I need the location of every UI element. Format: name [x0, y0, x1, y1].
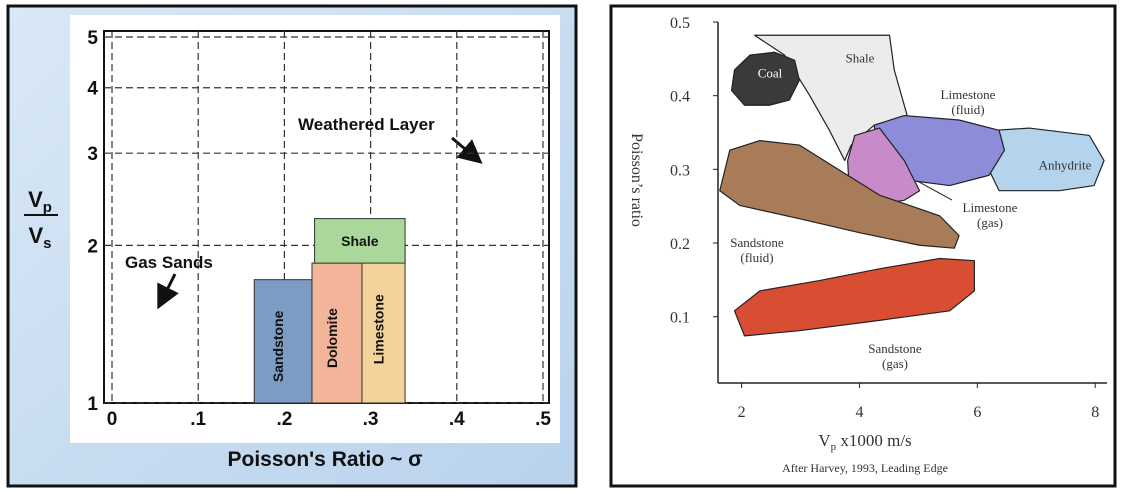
x-label-text: V	[818, 431, 831, 450]
region-label: Sandstone (fluid)	[717, 235, 797, 265]
x-tick-label: .5	[535, 409, 551, 430]
y-label-text: V	[28, 223, 43, 248]
x-tick-label: 8	[1091, 404, 1099, 421]
y-label-sub: p	[43, 199, 52, 216]
page: Poisson's Ratio ~ σ Vp Vs 0.1.2.3.4.5123…	[0, 0, 1123, 492]
region-label: Limestone (gas)	[950, 200, 1030, 230]
x-tick-label: 0	[107, 409, 118, 430]
x-tick-label: .1	[190, 409, 206, 430]
figure: Poisson's Ratio ~ σ Vp Vs 0.1.2.3.4.5123…	[0, 0, 1123, 492]
lithology-label: Limestone	[371, 294, 387, 364]
y-tick-label: 3	[87, 144, 98, 165]
annotation: Weathered Layer	[298, 115, 435, 134]
y-tick-label: 4	[87, 79, 98, 100]
right-panel: Poisson’s ratio Vp x1000 m/s After Harve…	[611, 6, 1115, 486]
region-label: Anhydrite	[1025, 158, 1105, 173]
caption: After Harvey, 1993, Leading Edge	[782, 461, 948, 475]
x-tick-label: .4	[449, 409, 465, 430]
lithology-label: Dolomite	[324, 308, 340, 368]
y-tick-label: 0.4	[670, 89, 690, 106]
y-axis-label: Poisson’s ratio	[628, 133, 645, 227]
y-tick-label: 0.2	[670, 236, 690, 253]
y-tick-label: 0.1	[670, 310, 690, 327]
lithology-label: Sandstone	[270, 310, 286, 382]
region-label: Limestone (fluid)	[928, 87, 1008, 117]
x-label-text: x1000 m/s	[836, 431, 912, 450]
x-axis-label: Poisson's Ratio ~ σ	[228, 448, 423, 471]
lithology-label: Shale	[341, 233, 379, 249]
y-tick-label: 0.3	[670, 162, 690, 179]
y-tick-label: 0.5	[670, 15, 690, 32]
region-label: Sandstone (gas)	[855, 341, 935, 371]
x-tick-label: .3	[363, 409, 379, 430]
y-tick-label: 2	[87, 236, 98, 257]
x-tick-label: 4	[855, 404, 863, 421]
left-panel: Poisson's Ratio ~ σ Vp Vs 0 .1 .2 .3 .4 .5 1 2 3…	[8, 6, 576, 486]
x-tick-label: 6	[973, 404, 981, 421]
x-tick-label: 2	[738, 404, 746, 421]
region-label: Shale	[820, 51, 900, 66]
y-label-text: V	[28, 187, 43, 212]
y-tick-label: 5	[87, 28, 98, 49]
y-label-sub: s	[43, 235, 51, 252]
region-label: Coal	[730, 66, 810, 81]
annotation: Gas Sands	[125, 253, 213, 272]
y-tick-label: 1	[87, 394, 98, 415]
x-tick-label: .2	[276, 409, 292, 430]
